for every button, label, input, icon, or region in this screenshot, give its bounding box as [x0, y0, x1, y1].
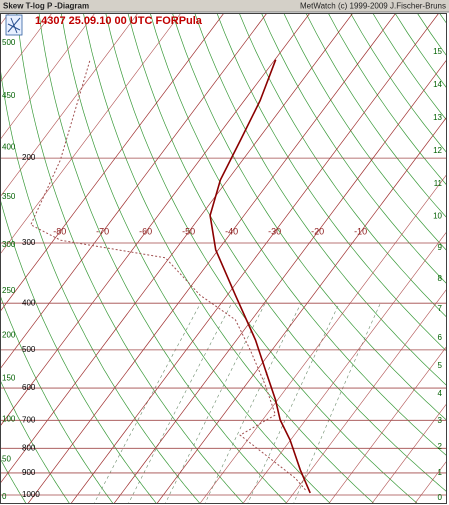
credit: MetWatch (c) 1999-2009 J.Fischer-Bruns: [300, 2, 446, 11]
height-km-label: 11: [434, 179, 443, 188]
labels: -80 -70 -60 -50 -40 -30 -20 -101000900800700600…: [2, 38, 443, 502]
x-tick-label: -80: [53, 226, 66, 236]
x-tick-label: -40: [225, 226, 238, 236]
mixing-ratio-line: [247, 303, 340, 503]
mixing-ratio-line: [94, 303, 201, 503]
dry-adiabat: [16, 13, 244, 503]
y-tick-label: 800: [22, 443, 36, 452]
y-tick-label: 900: [22, 468, 36, 477]
height-km-label: 9: [438, 243, 443, 252]
height-km-label: 15: [433, 47, 442, 56]
y-tick-label: 400: [22, 298, 36, 307]
height-km-label: 10: [433, 212, 442, 221]
isotherm-minor: [0, 13, 139, 198]
dry-adiabat: [216, 13, 447, 352]
height-km-label: 12: [433, 146, 442, 155]
y-tick-label: 1000: [22, 490, 40, 499]
dry-adiabat: [283, 13, 447, 252]
plot-border: [0, 13, 447, 504]
isotherm: [0, 13, 225, 313]
dry-adiabat: [305, 13, 447, 219]
height-km-label: 8: [438, 274, 443, 283]
left-scale-label: 250: [2, 286, 16, 295]
dry-adiabat: [60, 13, 331, 503]
height-km-label: 13: [433, 113, 442, 122]
left-scale-label: 400: [2, 142, 16, 151]
dry-adiabat: [0, 457, 27, 503]
logo: [5, 14, 23, 36]
isotherm: [113, 58, 447, 503]
dry-adiabat: [83, 13, 374, 503]
isotherm-minor: [371, 402, 447, 503]
left-scale-label: 450: [2, 91, 16, 100]
isotherm-minor: [285, 288, 447, 503]
x-tick-label: -50: [182, 226, 195, 236]
height-km-label: 4: [438, 389, 443, 398]
isotherm: [0, 13, 354, 485]
y-tick-label: 700: [22, 415, 36, 424]
window-title-bar: [0, 0, 449, 12]
isotherm: [27, 13, 397, 503]
dry-adiabat: [127, 13, 447, 493]
isotherm: [0, 13, 311, 427]
dry-adiabat: [172, 13, 447, 422]
height-km-label: 3: [438, 416, 443, 425]
dry-adiabat: [0, 378, 70, 503]
dewpoint-line: [30, 59, 306, 491]
isotherm-minor: [242, 230, 447, 503]
isotherm-minor: [0, 13, 182, 255]
mixing-ratio-line: [204, 303, 302, 503]
y-tick-label: 500: [22, 345, 36, 354]
left-scale-label: 350: [2, 192, 16, 201]
mixing-ratio-line: [293, 303, 381, 503]
x-tick-label: -70: [96, 226, 109, 236]
dry-adiabat: [261, 13, 447, 285]
dry-adiabat: [0, 64, 200, 503]
height-km-label: 2: [438, 442, 443, 451]
height-km-label: 0: [438, 493, 443, 502]
left-scale-label: 100: [2, 415, 16, 424]
mixing-ratio-line: [165, 303, 266, 503]
left-scale-label: 50: [2, 454, 11, 463]
isotherm: [156, 116, 447, 503]
height-km-label: 5: [438, 361, 443, 370]
dry-adiabat: [238, 13, 447, 318]
dry-adiabat: [105, 13, 418, 503]
x-tick-label: -30: [268, 226, 281, 236]
left-scale-label: 300: [2, 240, 16, 249]
left-scale-label: 200: [2, 331, 16, 340]
window-title: Skew T-log P -Diagram: [3, 2, 89, 11]
left-scale-label: 0: [2, 492, 7, 501]
isotherm: [0, 13, 268, 370]
isotherm: [70, 13, 440, 503]
dry-adiabat: [149, 13, 447, 457]
isotherm-minor: [0, 13, 96, 141]
height-km-label: 6: [438, 333, 443, 342]
chart-title: 14307 25.09.10 00 UTC FORPula: [35, 15, 203, 27]
temperature-line: [209, 59, 311, 494]
y-tick-label: 200: [22, 153, 36, 162]
mixing-ratio-line: [128, 303, 233, 503]
height-km-label: 1: [438, 468, 443, 477]
x-tick-label: -20: [311, 226, 324, 236]
isotherm-minor: [328, 345, 447, 503]
left-scale-label: 500: [2, 38, 16, 47]
dry-adiabat: [38, 13, 287, 503]
y-tick-label: 300: [22, 238, 36, 247]
height-km-label: 7: [438, 304, 443, 313]
x-tick-label: -60: [139, 226, 152, 236]
dry-adiabat: [194, 13, 447, 387]
x-tick-label: -10: [354, 226, 367, 236]
y-tick-label: 600: [22, 383, 36, 392]
dry-adiabat: [0, 197, 157, 503]
left-scale-label: 150: [2, 374, 16, 383]
dry-adiabat: [0, 294, 114, 503]
height-km-label: 14: [433, 80, 442, 89]
